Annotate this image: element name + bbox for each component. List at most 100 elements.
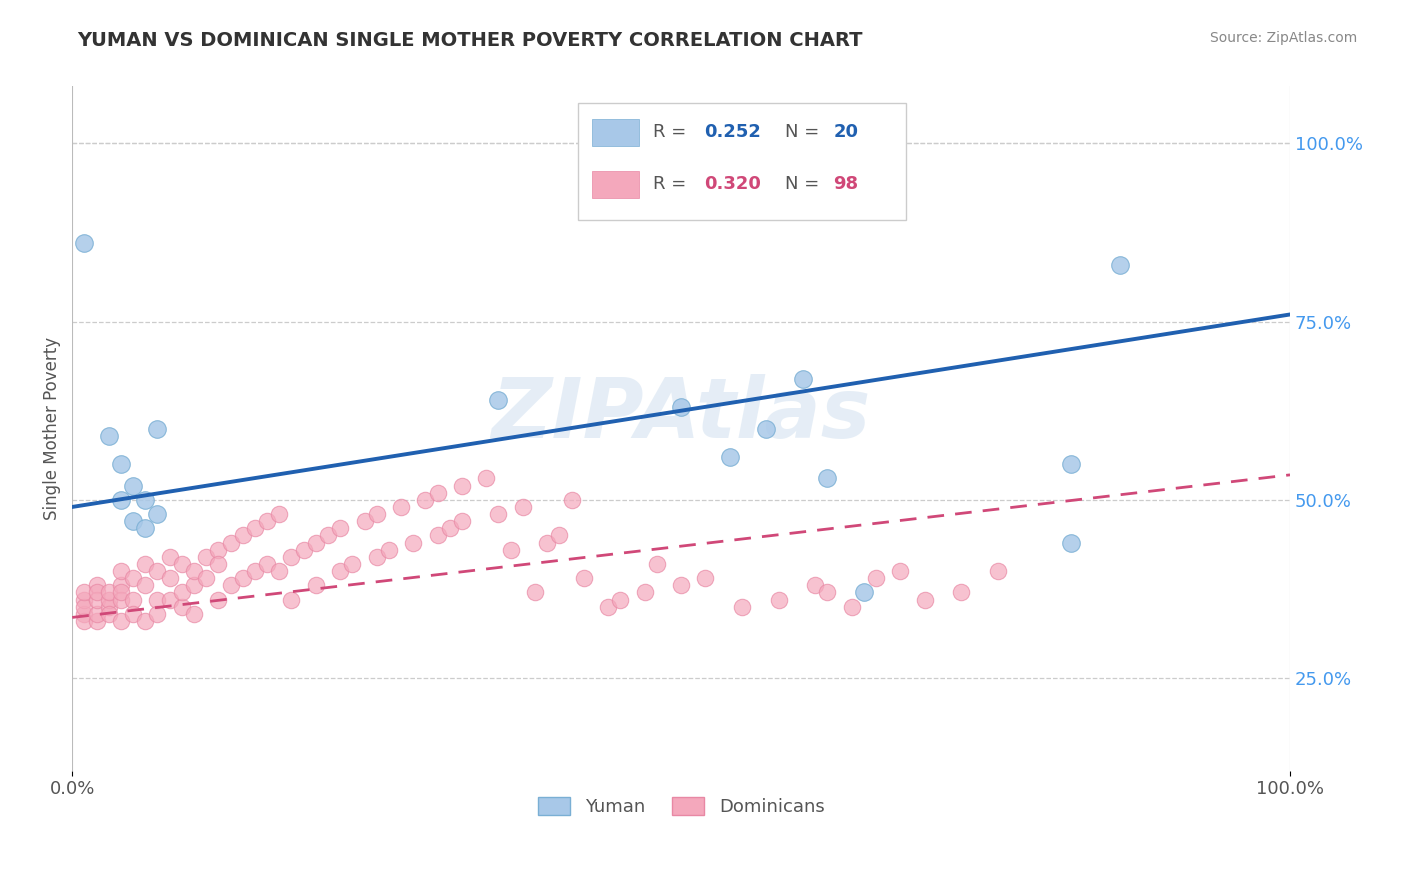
Point bbox=[110, 614, 132, 628]
Point bbox=[122, 478, 145, 492]
Point bbox=[86, 614, 108, 628]
Point bbox=[146, 507, 169, 521]
Point bbox=[159, 571, 181, 585]
Point bbox=[134, 492, 156, 507]
Text: 0.252: 0.252 bbox=[704, 123, 761, 141]
Point bbox=[183, 607, 205, 621]
Point bbox=[170, 599, 193, 614]
Point bbox=[987, 564, 1010, 578]
Point bbox=[122, 607, 145, 621]
Point bbox=[269, 564, 291, 578]
Point bbox=[170, 585, 193, 599]
Point bbox=[768, 592, 790, 607]
Point bbox=[439, 521, 461, 535]
Point bbox=[645, 557, 668, 571]
Point bbox=[342, 557, 364, 571]
FancyBboxPatch shape bbox=[592, 170, 638, 198]
Point bbox=[207, 557, 229, 571]
Point bbox=[669, 400, 692, 414]
Point bbox=[207, 542, 229, 557]
Text: YUMAN VS DOMINICAN SINGLE MOTHER POVERTY CORRELATION CHART: YUMAN VS DOMINICAN SINGLE MOTHER POVERTY… bbox=[77, 31, 863, 50]
Point bbox=[232, 528, 254, 542]
Point bbox=[633, 585, 655, 599]
Point bbox=[378, 542, 401, 557]
Point bbox=[499, 542, 522, 557]
Point bbox=[86, 607, 108, 621]
Point bbox=[134, 557, 156, 571]
Point bbox=[183, 578, 205, 592]
FancyBboxPatch shape bbox=[592, 119, 638, 146]
Point bbox=[426, 528, 449, 542]
Point bbox=[815, 585, 838, 599]
Point bbox=[451, 478, 474, 492]
Point bbox=[269, 507, 291, 521]
Point bbox=[755, 421, 778, 435]
Point bbox=[86, 578, 108, 592]
Point bbox=[73, 614, 96, 628]
Point bbox=[232, 571, 254, 585]
Text: 0.320: 0.320 bbox=[704, 175, 761, 194]
Text: N =: N = bbox=[785, 123, 825, 141]
Point bbox=[914, 592, 936, 607]
Point bbox=[73, 236, 96, 251]
Point bbox=[134, 521, 156, 535]
Point bbox=[86, 585, 108, 599]
Point bbox=[402, 535, 425, 549]
Point bbox=[426, 485, 449, 500]
FancyBboxPatch shape bbox=[578, 103, 907, 219]
Point bbox=[134, 614, 156, 628]
Point bbox=[596, 599, 619, 614]
Point bbox=[852, 585, 875, 599]
Point bbox=[159, 549, 181, 564]
Point bbox=[73, 607, 96, 621]
Point bbox=[73, 599, 96, 614]
Point bbox=[292, 542, 315, 557]
Point bbox=[669, 578, 692, 592]
Point bbox=[110, 564, 132, 578]
Point bbox=[609, 592, 631, 607]
Point bbox=[195, 571, 218, 585]
Point bbox=[280, 549, 302, 564]
Point bbox=[536, 535, 558, 549]
Point bbox=[841, 599, 863, 614]
Text: N =: N = bbox=[785, 175, 825, 194]
Point bbox=[792, 371, 814, 385]
Point bbox=[146, 607, 169, 621]
Point bbox=[1060, 457, 1083, 471]
Point bbox=[134, 578, 156, 592]
Point bbox=[329, 521, 352, 535]
Point bbox=[353, 514, 375, 528]
Point bbox=[560, 492, 582, 507]
Point bbox=[1060, 535, 1083, 549]
Point bbox=[305, 578, 328, 592]
Point bbox=[110, 592, 132, 607]
Point bbox=[86, 592, 108, 607]
Point bbox=[280, 592, 302, 607]
Point bbox=[73, 592, 96, 607]
Point bbox=[219, 535, 242, 549]
Point bbox=[97, 428, 120, 442]
Point bbox=[97, 585, 120, 599]
Legend: Yuman, Dominicans: Yuman, Dominicans bbox=[530, 790, 832, 823]
Point bbox=[488, 392, 510, 407]
Point bbox=[731, 599, 754, 614]
Point bbox=[219, 578, 242, 592]
Y-axis label: Single Mother Poverty: Single Mother Poverty bbox=[44, 337, 60, 520]
Text: 20: 20 bbox=[834, 123, 858, 141]
Point bbox=[950, 585, 973, 599]
Point bbox=[316, 528, 339, 542]
Point bbox=[146, 421, 169, 435]
Point bbox=[146, 564, 169, 578]
Point bbox=[718, 450, 741, 464]
Point bbox=[815, 471, 838, 485]
Point bbox=[366, 549, 388, 564]
Point bbox=[122, 571, 145, 585]
Text: R =: R = bbox=[654, 123, 692, 141]
Point bbox=[451, 514, 474, 528]
Point bbox=[110, 585, 132, 599]
Point bbox=[110, 578, 132, 592]
Point bbox=[195, 549, 218, 564]
Text: ZIPAtlas: ZIPAtlas bbox=[492, 375, 870, 455]
Point bbox=[415, 492, 437, 507]
Point bbox=[256, 557, 278, 571]
